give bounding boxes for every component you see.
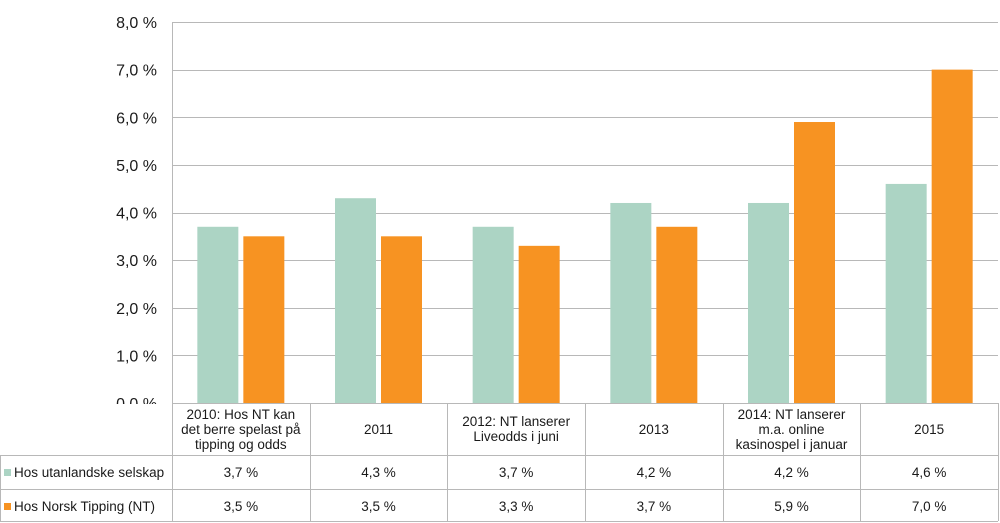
y-tick-label: 1,0 % <box>116 348 157 365</box>
legend-entry-2: Hos Norsk Tipping (NT) <box>0 489 172 523</box>
table-value: 7,0 % <box>911 498 947 514</box>
bar-series-1-4 <box>610 202 652 403</box>
table-divider <box>0 521 998 522</box>
table-divider <box>860 403 861 521</box>
legend-label: Hos utanlandske selskap <box>14 464 165 480</box>
table-value: 4,2 % <box>774 464 809 480</box>
category-label: 2013 <box>638 421 669 437</box>
table-value: 3,7 % <box>223 464 259 480</box>
bar-series-1-2 <box>335 198 376 403</box>
table-divider <box>585 403 586 521</box>
bar-series-2-3 <box>518 245 560 403</box>
bar-series-1-6 <box>885 183 927 403</box>
table-divider <box>172 403 173 521</box>
bars <box>197 69 973 403</box>
table-value: 3,5 % <box>361 498 396 514</box>
category-label: 2010: Hos NT kan det berre spelast på ti… <box>181 406 301 452</box>
table-divider <box>447 403 448 521</box>
y-tick-label: 7,0 % <box>116 63 157 80</box>
y-axis-tick-labels: 0,0 % 1,0 % 2,0 % 3,0 % 4,0 % 5,0 % 6,0 % 7,0 %… <box>116 15 157 404</box>
bar-chart: 0,0 % 1,0 % 2,0 % 3,0 % 4,0 % 5,0 % 6,0 % 7,0 %… <box>116 15 998 404</box>
category-label: 2011 <box>363 421 393 437</box>
data-table: 2010: Hos NT kan det berre spelast på ti… <box>0 403 1000 523</box>
table-value: 4,3 % <box>361 464 396 480</box>
bar-series-2-6 <box>931 69 973 403</box>
table-divider <box>0 455 998 456</box>
bar-series-1-3 <box>472 226 514 403</box>
y-tick-label: 8,0 % <box>116 15 157 32</box>
category-label: 2014: NT lanserer m.a. online kasinospel… <box>735 406 848 452</box>
table-value: 3,7 % <box>636 498 672 514</box>
legend-label: Hos Norsk Tipping (NT) <box>14 498 156 514</box>
y-tick-label: 5,0 % <box>116 158 157 175</box>
table-divider <box>172 403 998 404</box>
legend-swatch-icon <box>4 468 11 476</box>
table-value: 5,9 % <box>774 498 809 514</box>
y-tick-label: 4,0 % <box>116 206 157 223</box>
y-tick-label: 0,0 % <box>116 396 157 404</box>
table-value: 4,6 % <box>911 464 947 480</box>
table-value: 3,3 % <box>498 498 534 514</box>
bar-series-2-4 <box>656 226 698 403</box>
y-tick-label: 6,0 % <box>116 110 157 127</box>
legend-swatch-icon <box>4 502 11 510</box>
bar-series-2-5 <box>794 122 835 403</box>
table-divider <box>0 455 1 521</box>
table-divider <box>998 403 999 521</box>
table-value: 3,5 % <box>223 498 259 514</box>
bar-series-2-2 <box>381 236 422 403</box>
legend-entry-1: Hos utanlandske selskap <box>0 455 172 489</box>
table-value: 4,2 % <box>636 464 672 480</box>
bar-series-1-1 <box>197 226 239 403</box>
table-divider <box>310 403 311 521</box>
y-tick-label: 2,0 % <box>116 301 157 318</box>
category-label: 2012: NT lanserer Liveodds i juni <box>462 414 571 444</box>
category-label: 2015 <box>914 421 945 437</box>
table-divider <box>0 489 998 490</box>
table-divider <box>723 403 724 521</box>
table-value: 3,7 % <box>498 464 534 480</box>
bar-series-1-5 <box>748 202 789 403</box>
gridlines <box>172 22 998 404</box>
y-tick-label: 3,0 % <box>116 253 157 270</box>
bar-series-2-1 <box>243 236 285 403</box>
